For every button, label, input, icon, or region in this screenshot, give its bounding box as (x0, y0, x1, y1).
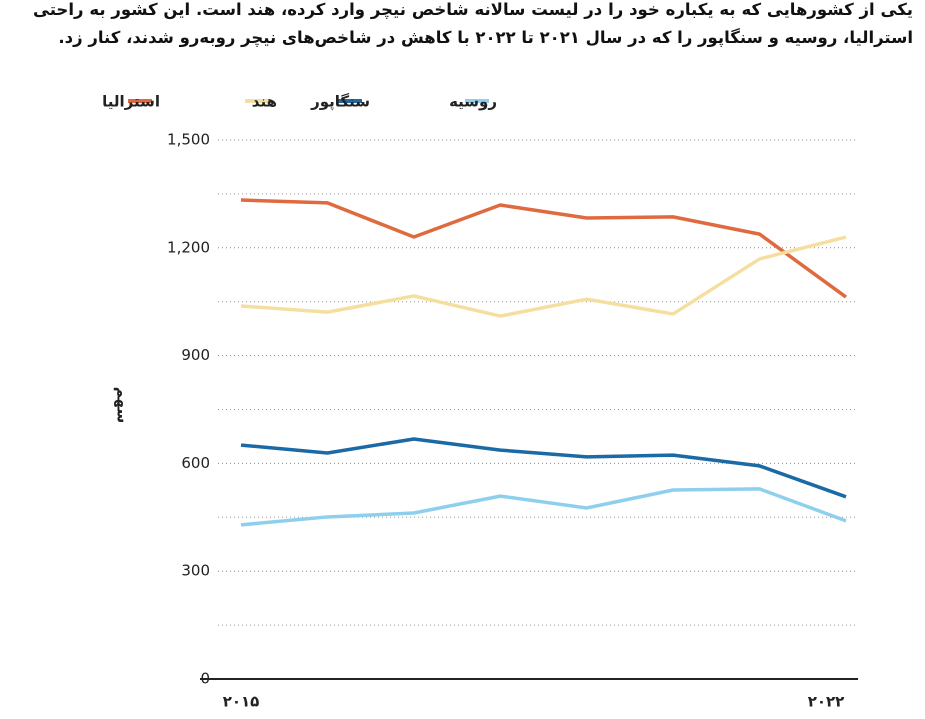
legend-label: روسیه (449, 93, 497, 111)
y-tick-label: 300 (181, 562, 210, 580)
x-tick-label: ۲۰۱۵ (223, 693, 260, 711)
y-axis-label: سهم (114, 387, 132, 423)
y-tick-label: 1,200 (167, 238, 210, 256)
chart-title: یکی از کشورهایی که به یکباره خود را در ل… (33, 0, 913, 47)
legend-label: هند (252, 93, 277, 111)
y-tick-label: 900 (181, 346, 210, 364)
series-line (240, 437, 847, 499)
series-line (240, 235, 847, 318)
y-tick-label: 600 (181, 454, 210, 472)
series-line (240, 198, 848, 299)
x-tick-label: ۲۰۲۲ (808, 693, 845, 711)
legend-label: سنگاپور (310, 93, 370, 112)
y-tick-label: 1,500 (167, 131, 210, 149)
series-line (240, 487, 847, 527)
legend-label: استرالیا (102, 93, 160, 111)
